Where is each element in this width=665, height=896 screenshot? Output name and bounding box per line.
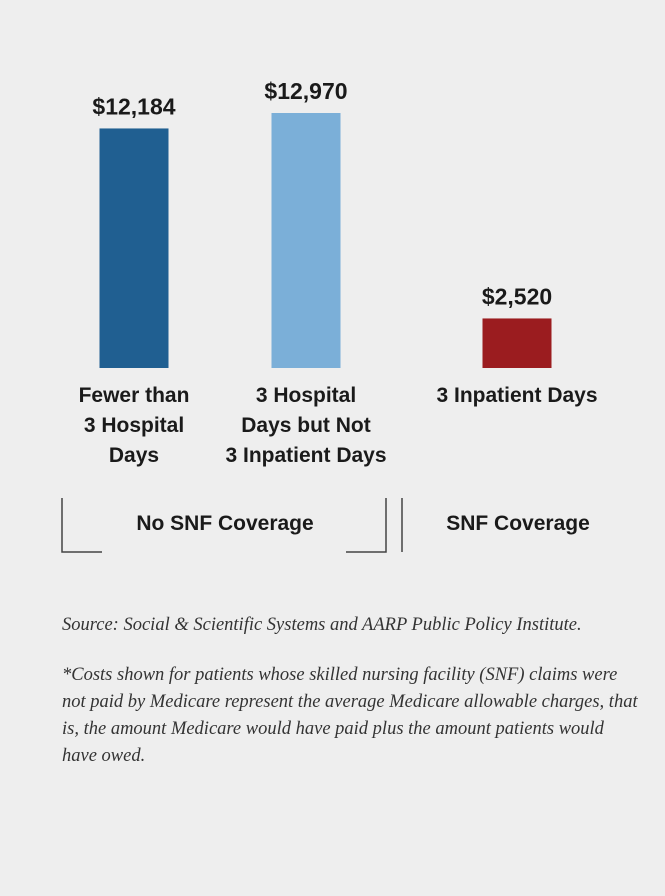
footnote: *Costs shown for patients whose skilled …: [62, 665, 638, 766]
no-snf-bracket-left: [61, 498, 102, 553]
category-label-line: Fewer than: [79, 384, 190, 407]
category-label-line: Days: [109, 444, 159, 467]
group-label-no-snf: No SNF Coverage: [136, 512, 313, 535]
value-labels: $12,184 $12,970 $2,520: [92, 78, 552, 309]
no-snf-bracket-right: [346, 498, 387, 553]
category-label-line: Days but Not: [241, 414, 371, 437]
bar-fewer-than-3-hospital-days: [99, 128, 169, 368]
value-label-3-hospital-days-not-inpatient: $12,970: [264, 78, 347, 104]
bar-chart: $12,184 $12,970 $2,520 Fewer than 3 Hospita…: [61, 78, 598, 553]
value-label-3-inpatient-days: $2,520: [482, 283, 552, 309]
chart-notes: Source: Social & Scientific Systems and …: [62, 612, 642, 793]
bar-3-inpatient-days: [482, 318, 552, 368]
category-label-fewer-than-3-hospital-days: Fewer than 3 Hospital Days: [79, 384, 190, 467]
bar-3-hospital-days-not-inpatient: [271, 113, 341, 368]
bars: [99, 113, 552, 368]
group-label-snf: SNF Coverage: [446, 512, 590, 535]
category-label-line: 3 Hospital: [256, 384, 356, 407]
value-label-fewer-than-3-hospital-days: $12,184: [92, 93, 175, 119]
coverage-groups: No SNF Coverage SNF Coverage: [61, 498, 590, 553]
category-labels: Fewer than 3 Hospital Days 3 Hospital Days b…: [79, 384, 598, 467]
category-label-3-hospital-days-not-inpatient: 3 Hospital Days but Not 3 Inpatient Days: [225, 384, 386, 467]
source-note: Source: Social & Scientific Systems and …: [62, 615, 582, 635]
category-label-line: 3 Inpatient Days: [225, 444, 386, 467]
category-label-line: 3 Inpatient Days: [436, 384, 597, 407]
category-label-3-inpatient-days: 3 Inpatient Days: [436, 384, 597, 407]
category-label-line: 3 Hospital: [84, 414, 184, 437]
